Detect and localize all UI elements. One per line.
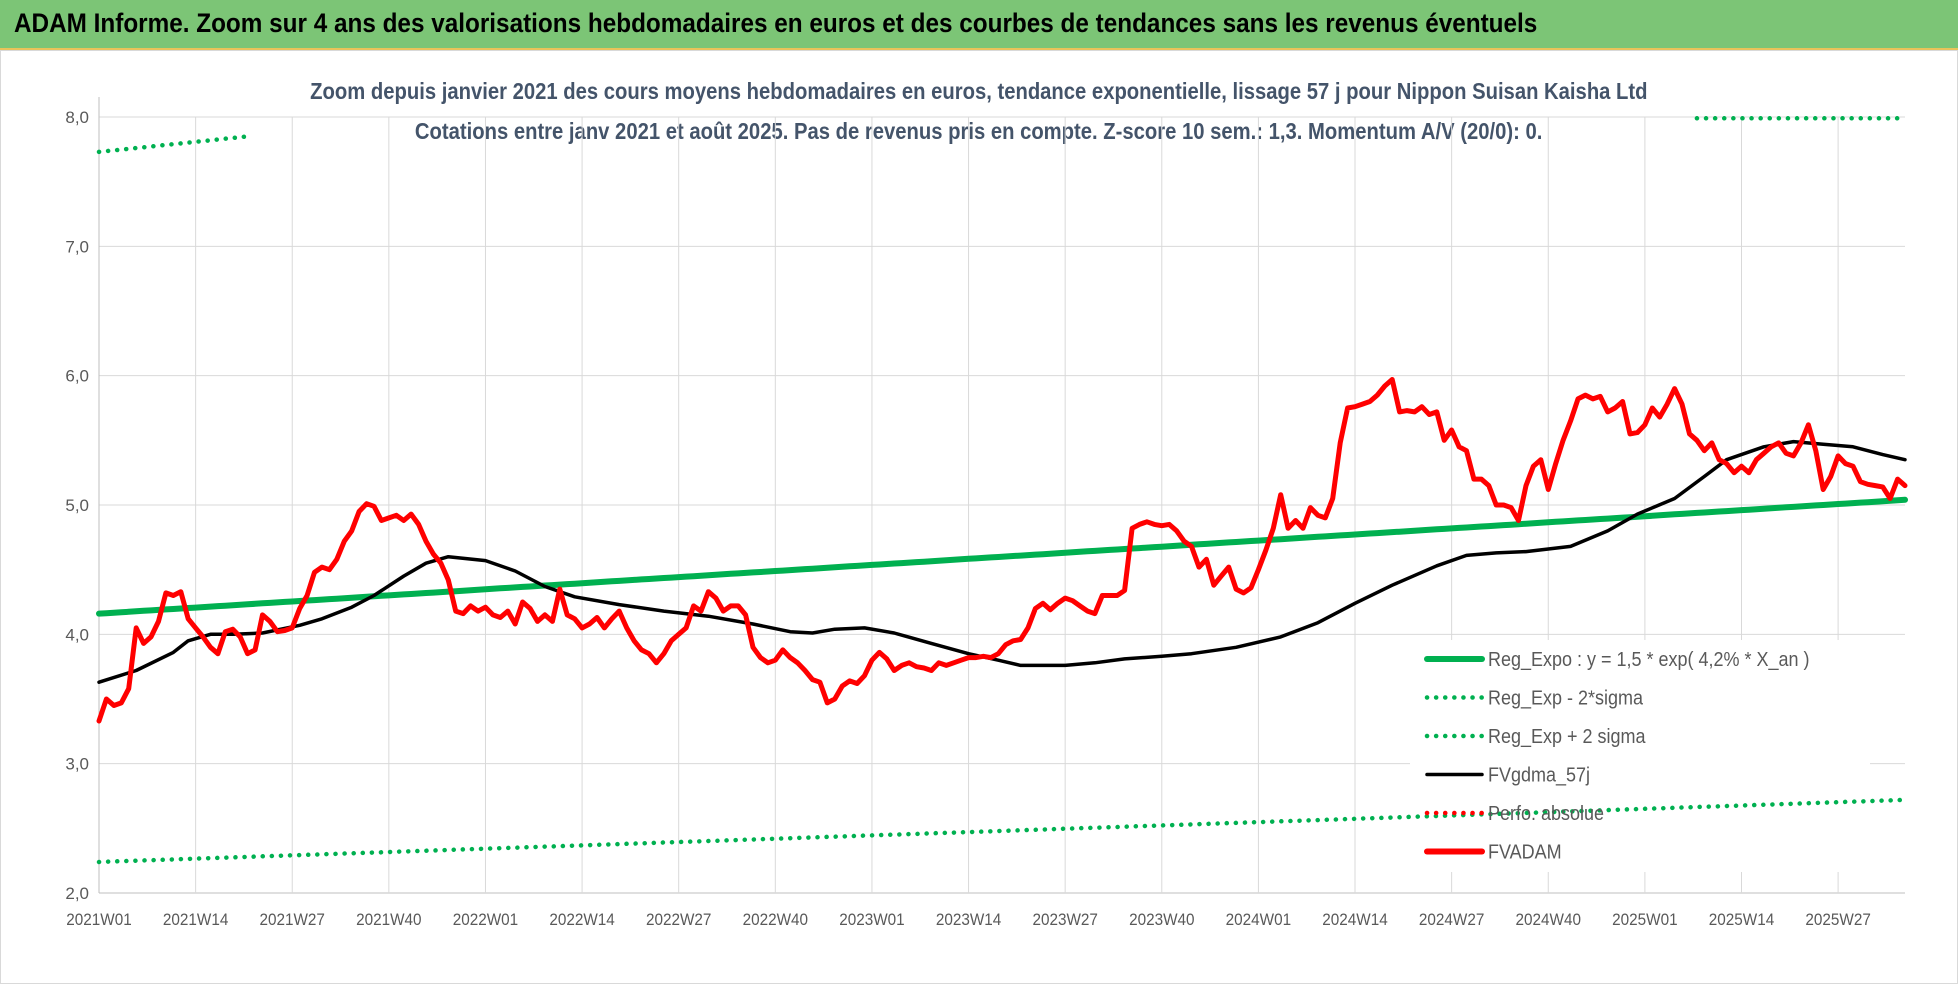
y-tick-label: 3,0 — [65, 755, 89, 774]
x-tick-label: 2024W14 — [1322, 910, 1387, 929]
y-tick-label: 2,0 — [65, 884, 89, 903]
x-tick-label: 2022W01 — [453, 910, 518, 929]
legend-label-reg-exp-2-sigma: Reg_Exp + 2 sigma — [1488, 726, 1646, 748]
x-tick-label: 2021W01 — [66, 910, 131, 929]
y-tick-label: 7,0 — [65, 237, 89, 256]
legend-label-fvgdma-57j: FVgdma_57j — [1488, 765, 1590, 787]
series-line-fvgdma-57j — [97, 439, 1907, 684]
x-tick-label: 2022W27 — [646, 910, 711, 929]
legend-background — [1410, 640, 1870, 872]
chart-title: Zoom depuis janvier 2021 des cours moyen… — [310, 78, 1648, 104]
legend-label-reg-exp-2-sigma: Reg_Exp - 2*sigma — [1488, 688, 1643, 710]
x-tick-label: 2025W14 — [1709, 910, 1774, 929]
series-line-fvadam — [96, 377, 1908, 724]
series-line-reg-exp-2-sigma — [96, 797, 1908, 865]
x-tick-label: 2023W14 — [936, 910, 1001, 929]
x-tick-label: 2023W40 — [1129, 910, 1194, 929]
x-tick-label: 2025W27 — [1805, 910, 1870, 929]
x-tick-label: 2025W01 — [1612, 910, 1677, 929]
y-tick-label: 5,0 — [65, 496, 89, 515]
series-line-reg-exp-2-sigma — [96, 134, 250, 155]
series-line-reg-expo-y-1-5-exp-4-2-x-an — [96, 496, 1908, 617]
x-tick-label: 2024W27 — [1419, 910, 1484, 929]
x-tick-label: 2021W14 — [163, 910, 228, 929]
x-tick-label: 2021W27 — [260, 910, 325, 929]
y-tick-label: 4,0 — [65, 625, 89, 644]
page-title: ADAM Informe. Zoom sur 4 ans des valoris… — [14, 8, 1538, 38]
x-tick-label: 2024W40 — [1516, 910, 1581, 929]
legend-label-reg-expo-y-1-5-exp-4-2-x-an: Reg_Expo : y = 1,5 * exp( 4,2% * X_an ) — [1488, 649, 1810, 671]
x-tick-label: 2023W27 — [1032, 910, 1097, 929]
y-tick-label: 8,0 — [65, 108, 89, 127]
y-tick-label: 6,0 — [65, 367, 89, 386]
header-banner: ADAM Informe. Zoom sur 4 ans des valoris… — [0, 0, 1958, 50]
x-tick-label: 2024W01 — [1226, 910, 1291, 929]
x-tick-label: 2023W01 — [839, 910, 904, 929]
legend-label-perfo-absolue: Perfo. absolue — [1488, 803, 1604, 825]
x-tick-label: 2022W40 — [743, 910, 808, 929]
x-tick-label: 2022W14 — [549, 910, 614, 929]
x-tick-label: 2021W40 — [356, 910, 421, 929]
legend-label-fvadam: FVADAM — [1488, 842, 1562, 864]
